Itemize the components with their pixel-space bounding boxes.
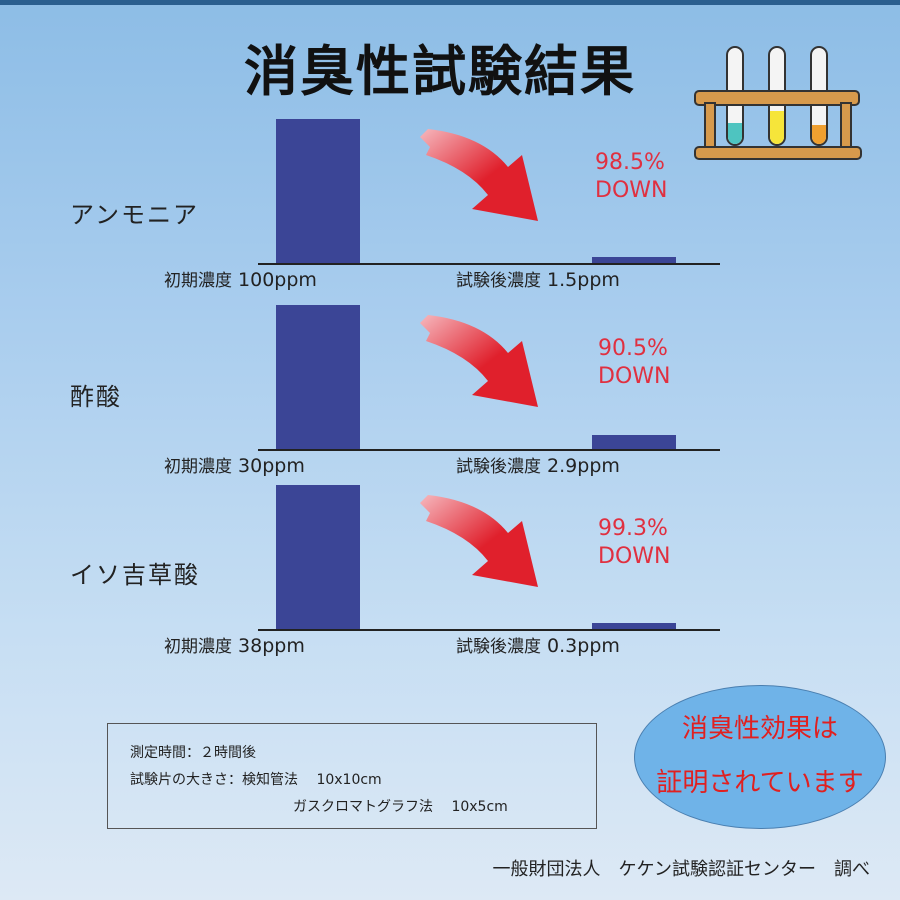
chart-baseline [258, 263, 720, 265]
down-arrow-icon [420, 315, 538, 407]
after-caption-label: 試験後濃度 [456, 457, 541, 477]
after-caption-value: 0.3ppm [547, 635, 620, 657]
test-conditions-box: 測定時間：２時間後 試験片の大きさ：検知管法 10x10cm ガスクロマトグラフ… [107, 723, 597, 829]
initial-caption: 初期濃度 30ppm [164, 452, 305, 477]
after-caption: 試験後濃度 0.3ppm [456, 632, 620, 657]
chart-baseline [258, 629, 720, 631]
reduction-percent: 90.5% [598, 336, 668, 361]
gc-method-text: ガスクロマトグラフ法 10x5cm [293, 799, 508, 815]
reduction-percent: 99.3% [598, 516, 668, 541]
reduction-word: DOWN [598, 544, 671, 569]
initial-bar [276, 485, 360, 629]
gas-label: イソ吉草酸 [70, 561, 200, 589]
after-bar [592, 257, 676, 263]
footer-credit: 一般財団法人 ケケン試験認証センター 調べ [492, 859, 870, 880]
initial-caption-label: 初期濃度 [164, 271, 232, 291]
after-caption-value: 1.5ppm [547, 269, 620, 291]
after-caption: 試験後濃度 2.9ppm [456, 452, 620, 477]
initial-caption-value: 30ppm [238, 455, 305, 477]
reduction-word: DOWN [598, 364, 671, 389]
gas-label: 酢酸 [70, 383, 122, 411]
initial-caption: 初期濃度 100ppm [164, 266, 317, 291]
after-bar [592, 435, 676, 449]
page-title: 消臭性試験結果 [244, 40, 636, 103]
after-bar [592, 623, 676, 629]
badge-line-1: 消臭性効果は [681, 714, 838, 744]
after-caption: 試験後濃度 1.5ppm [456, 266, 620, 291]
initial-caption-label: 初期濃度 [164, 637, 232, 657]
down-arrow-icon [420, 129, 538, 221]
initial-caption-value: 100ppm [238, 269, 317, 291]
test-tube-rack-icon [694, 46, 862, 160]
effect-badge: 消臭性効果は 証明されています [634, 685, 886, 829]
initial-bar [276, 305, 360, 449]
reduction-percent: 98.5% [595, 150, 665, 175]
reduction-label: 99.3% DOWN [598, 515, 670, 571]
initial-caption-label: 初期濃度 [164, 457, 232, 477]
specimen-size-text: 試験片の大きさ：検知管法 10x10cm [130, 772, 382, 788]
reduction-label: 98.5% DOWN [595, 149, 667, 205]
gas-label: アンモニア [70, 201, 200, 229]
reduction-label: 90.5% DOWN [598, 335, 670, 391]
measure-time-text: 測定時間：２時間後 [130, 745, 256, 761]
after-caption-label: 試験後濃度 [456, 271, 541, 291]
down-arrow-icon [420, 495, 538, 587]
initial-caption-value: 38ppm [238, 635, 305, 657]
reduction-word: DOWN [595, 178, 668, 203]
initial-bar [276, 119, 360, 263]
initial-caption: 初期濃度 38ppm [164, 632, 305, 657]
badge-line-2: 証明されています [656, 768, 864, 798]
after-caption-label: 試験後濃度 [456, 637, 541, 657]
chart-baseline [258, 449, 720, 451]
after-caption-value: 2.9ppm [547, 455, 620, 477]
